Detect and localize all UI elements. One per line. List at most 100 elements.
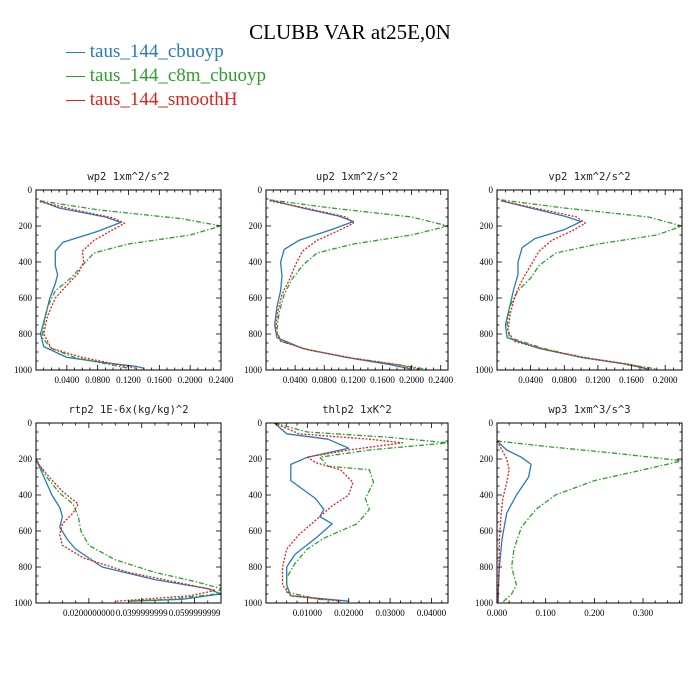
series-line: [274, 423, 448, 601]
x-tick-label: 0.2000: [653, 375, 678, 385]
panel-title: wp2 1xm^2/s^2: [87, 171, 169, 183]
x-tick-label: 0.0800: [312, 375, 337, 385]
y-tick-label: 400: [249, 257, 263, 267]
y-tick-label: 0: [258, 185, 263, 195]
y-tick-label: 200: [480, 221, 494, 231]
y-tick-label: 800: [480, 329, 494, 339]
series-line: [269, 199, 448, 370]
y-tick-label: 200: [249, 221, 263, 231]
x-tick-label: 0.100: [536, 608, 557, 618]
y-tick-label: 600: [19, 293, 33, 303]
x-tick-label: 0.0400: [518, 375, 543, 385]
panel-3: rtp2 1E-6x(kg/kg)^2 0 200 400 600 800 1000 0.02…: [14, 404, 222, 618]
x-tick-label: 0.0800: [552, 375, 577, 385]
x-tick-label: 0.1200: [341, 375, 366, 385]
series-line: [36, 458, 221, 602]
y-tick-label: 1000: [475, 598, 494, 608]
series-line: [39, 200, 145, 369]
y-tick-label: 400: [19, 257, 33, 267]
plot-frame: [35, 189, 222, 371]
y-tick-label: 800: [19, 562, 33, 572]
x-tick-label: 0.1200: [116, 375, 141, 385]
panel-title: vp2 1xm^2/s^2: [548, 171, 630, 183]
plot-frame: [496, 422, 683, 604]
panel-title: thlp2 1xK^2: [322, 404, 392, 416]
plot-frame: [265, 189, 449, 371]
y-tick-label: 200: [19, 454, 33, 464]
x-tick-label: 0.03000: [375, 608, 405, 618]
x-tick-label: 0.0599999999: [169, 608, 221, 618]
x-tick-label: 0.0200000000: [63, 608, 115, 618]
series-line: [497, 440, 532, 603]
series-line: [36, 460, 217, 602]
series-line: [497, 440, 682, 603]
y-tick-label: 1000: [244, 598, 263, 608]
x-tick-label: 0.0400: [54, 375, 79, 385]
y-tick-label: 0: [489, 418, 494, 428]
series-line: [501, 200, 649, 370]
x-tick-label: 0.04000: [417, 608, 447, 618]
x-tick-label: 0.01000: [293, 608, 323, 618]
panel-title: wp3 1xm^3/s^3: [548, 404, 630, 416]
x-tick-label: 0.2000: [399, 375, 424, 385]
x-tick-label: 0.1600: [370, 375, 395, 385]
x-tick-label: 0.2000: [178, 375, 203, 385]
x-tick-label: 0.200: [584, 608, 605, 618]
y-tick-label: 600: [480, 526, 494, 536]
panel-4: thlp2 1xK^2 0 200 400 600 800 1000 0.01000 0.020…: [244, 404, 449, 618]
x-tick-label: 0.0800: [85, 375, 110, 385]
y-tick-label: 0: [28, 418, 33, 428]
series-line: [501, 199, 682, 370]
x-tick-label: 0.2400: [428, 375, 453, 385]
panel-0: wp2 1xm^2/s^2 0 200 400 600 800 1000 0.0400 0.08…: [14, 171, 234, 385]
y-tick-label: 0: [489, 185, 494, 195]
plot-frame: [265, 422, 449, 604]
x-tick-label: 0.2400: [209, 375, 234, 385]
y-tick-label: 800: [19, 329, 33, 339]
y-tick-label: 1000: [14, 365, 33, 375]
series-line: [36, 458, 221, 602]
panel-2: vp2 1xm^2/s^2 0 200 400 600 800 1000 0.0400 0.08…: [475, 171, 683, 385]
y-tick-label: 600: [249, 293, 263, 303]
x-tick-label: 0.0400: [283, 375, 308, 385]
y-tick-label: 400: [249, 490, 263, 500]
y-tick-label: 0: [28, 185, 33, 195]
y-tick-label: 800: [249, 562, 263, 572]
x-tick-label: 0.300: [633, 608, 654, 618]
x-tick-label: 0.02000: [334, 608, 364, 618]
series-line: [274, 423, 404, 602]
y-tick-label: 1000: [244, 365, 263, 375]
panel-title: up2 1xm^2/s^2: [316, 171, 398, 183]
series-line: [269, 200, 420, 370]
y-tick-label: 200: [19, 221, 33, 231]
legend-item-c8m-cbuoyp: — taus_144_c8m_cbuoyp: [66, 65, 267, 86]
page-title: CLUBB VAR at25E,0N: [249, 20, 451, 44]
panel-title: rtp2 1E-6x(kg/kg)^2: [68, 404, 188, 416]
y-tick-label: 400: [480, 257, 494, 267]
series-line: [39, 200, 221, 369]
series-line: [39, 201, 137, 369]
y-tick-label: 400: [19, 490, 33, 500]
x-tick-label: 0.1200: [586, 375, 611, 385]
y-tick-label: 600: [249, 526, 263, 536]
y-tick-label: 0: [258, 418, 263, 428]
y-tick-label: 800: [249, 329, 263, 339]
y-tick-label: 600: [19, 526, 33, 536]
y-tick-label: 200: [480, 454, 494, 464]
y-tick-label: 600: [480, 293, 494, 303]
x-tick-label: 0.0399999999: [116, 608, 168, 618]
legend-item-smoothh: — taus_144_smoothH: [66, 89, 238, 110]
y-tick-label: 800: [480, 562, 494, 572]
legend-item-cbuoyp: — taus_144_cbuoyp: [66, 41, 224, 62]
y-tick-label: 1000: [14, 598, 33, 608]
plot-frame: [35, 422, 222, 604]
series-line: [273, 423, 350, 602]
y-tick-label: 400: [480, 490, 494, 500]
x-tick-label: 0.000: [487, 608, 508, 618]
y-tick-label: 200: [249, 454, 263, 464]
x-tick-label: 0.1600: [147, 375, 172, 385]
y-tick-label: 1000: [475, 365, 494, 375]
x-tick-label: 0.1600: [619, 375, 644, 385]
